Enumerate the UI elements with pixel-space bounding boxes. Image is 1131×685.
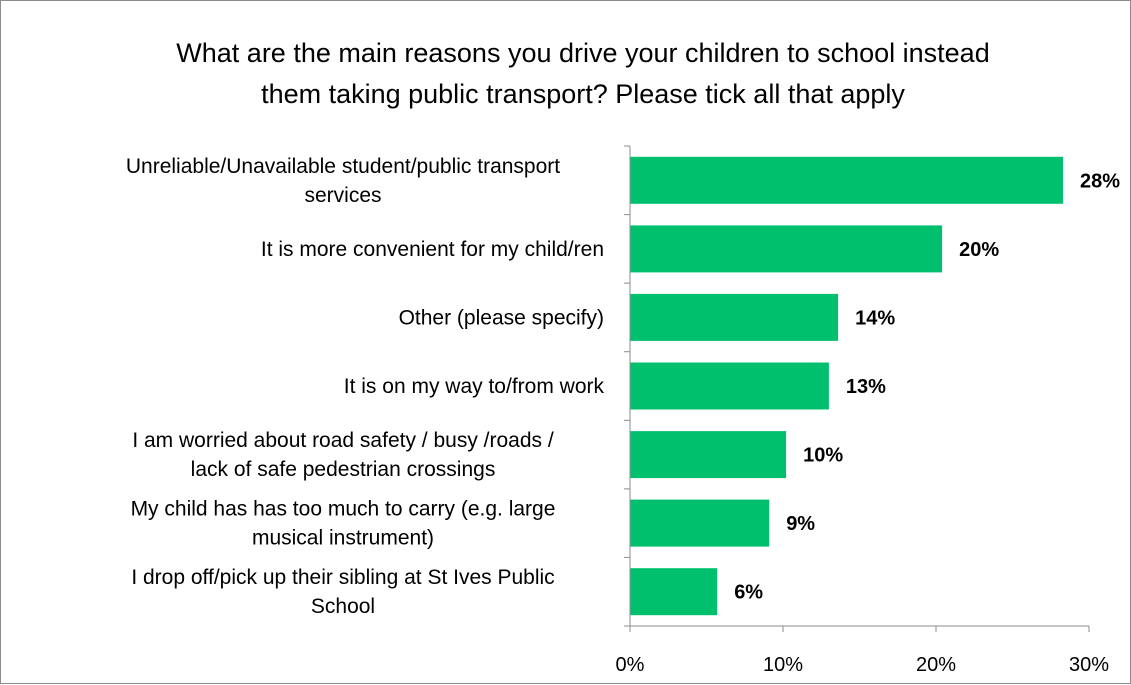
data-label: 6% bbox=[734, 582, 763, 604]
category-label: I am worried about road safety / busy /r… bbox=[132, 429, 554, 452]
chart-title-line: What are the main reasons you drive your… bbox=[176, 38, 989, 68]
x-tick-label: 30% bbox=[1069, 654, 1109, 676]
category-label: It is on my way to/from work bbox=[344, 375, 605, 398]
data-label: 28% bbox=[1080, 170, 1120, 192]
data-label: 20% bbox=[959, 239, 999, 261]
bar bbox=[630, 568, 718, 616]
category-label: musical instrument) bbox=[252, 527, 434, 550]
category-label: services bbox=[304, 184, 381, 207]
bar bbox=[630, 431, 787, 479]
bar bbox=[630, 293, 839, 341]
chart-title: What are the main reasons you drive your… bbox=[176, 38, 989, 109]
category-label: I drop off/pick up their sibling at St I… bbox=[131, 566, 554, 589]
category-label: My child has has too much to carry (e.g.… bbox=[131, 498, 556, 521]
x-tick-label: 20% bbox=[916, 654, 956, 676]
x-tick-label: 10% bbox=[763, 654, 803, 676]
data-label: 10% bbox=[803, 445, 843, 467]
category-label: School bbox=[311, 595, 375, 618]
category-label: Unreliable/Unavailable student/public tr… bbox=[126, 155, 560, 178]
x-tick-labels: 0% 10% 20% 30% bbox=[616, 654, 1110, 676]
axes bbox=[624, 145, 1090, 632]
data-label: 14% bbox=[855, 307, 895, 329]
category-label: lack of safe pedestrian crossings bbox=[191, 458, 496, 481]
bar bbox=[630, 362, 829, 410]
bars bbox=[630, 156, 1063, 616]
data-label: 13% bbox=[846, 376, 886, 398]
bar bbox=[630, 225, 943, 273]
x-tick-label: 0% bbox=[616, 654, 645, 676]
category-label: Other (please specify) bbox=[399, 306, 604, 329]
category-label: It is more convenient for my child/ren bbox=[261, 238, 604, 261]
data-label: 9% bbox=[786, 513, 815, 535]
bar bbox=[630, 499, 770, 547]
value-labels: 28% 20% 14% 13% 10% 9% 6% bbox=[734, 170, 1120, 603]
chart-title-line: them taking public transport? Please tic… bbox=[261, 79, 905, 109]
bar bbox=[630, 156, 1063, 204]
category-labels: Unreliable/Unavailable student/public tr… bbox=[126, 155, 605, 618]
